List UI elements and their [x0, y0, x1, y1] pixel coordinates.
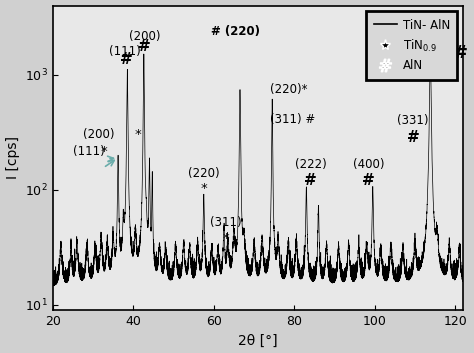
Text: *: *	[222, 232, 229, 245]
Text: #: #	[362, 173, 375, 188]
Text: (111): (111)	[73, 145, 105, 158]
Text: (200): (200)	[129, 30, 160, 43]
Text: (311) #: (311) #	[270, 113, 315, 126]
Y-axis label: I [cps]: I [cps]	[6, 136, 19, 179]
Text: #: #	[138, 39, 151, 54]
Text: #: #	[455, 44, 468, 62]
Text: (111): (111)	[109, 44, 140, 58]
Text: (331): (331)	[397, 114, 429, 127]
Text: #: #	[304, 173, 317, 188]
Text: #: #	[120, 52, 133, 67]
Text: (222): (222)	[294, 158, 326, 171]
Text: #: #	[407, 130, 419, 145]
Text: (311): (311)	[210, 216, 242, 229]
Text: *: *	[135, 128, 142, 141]
Text: (200): (200)	[83, 128, 115, 141]
Text: *: *	[201, 183, 207, 195]
Text: (220): (220)	[188, 167, 219, 180]
Legend: TiN- AlN, TiN$_{0.9}$, AlN: TiN- AlN, TiN$_{0.9}$, AlN	[366, 11, 457, 79]
X-axis label: 2θ [°]: 2θ [°]	[238, 334, 278, 347]
Text: *: *	[101, 145, 108, 158]
Text: (400): (400)	[353, 158, 384, 171]
Text: # (220): # (220)	[211, 25, 260, 38]
Text: (220)*: (220)*	[270, 83, 308, 96]
